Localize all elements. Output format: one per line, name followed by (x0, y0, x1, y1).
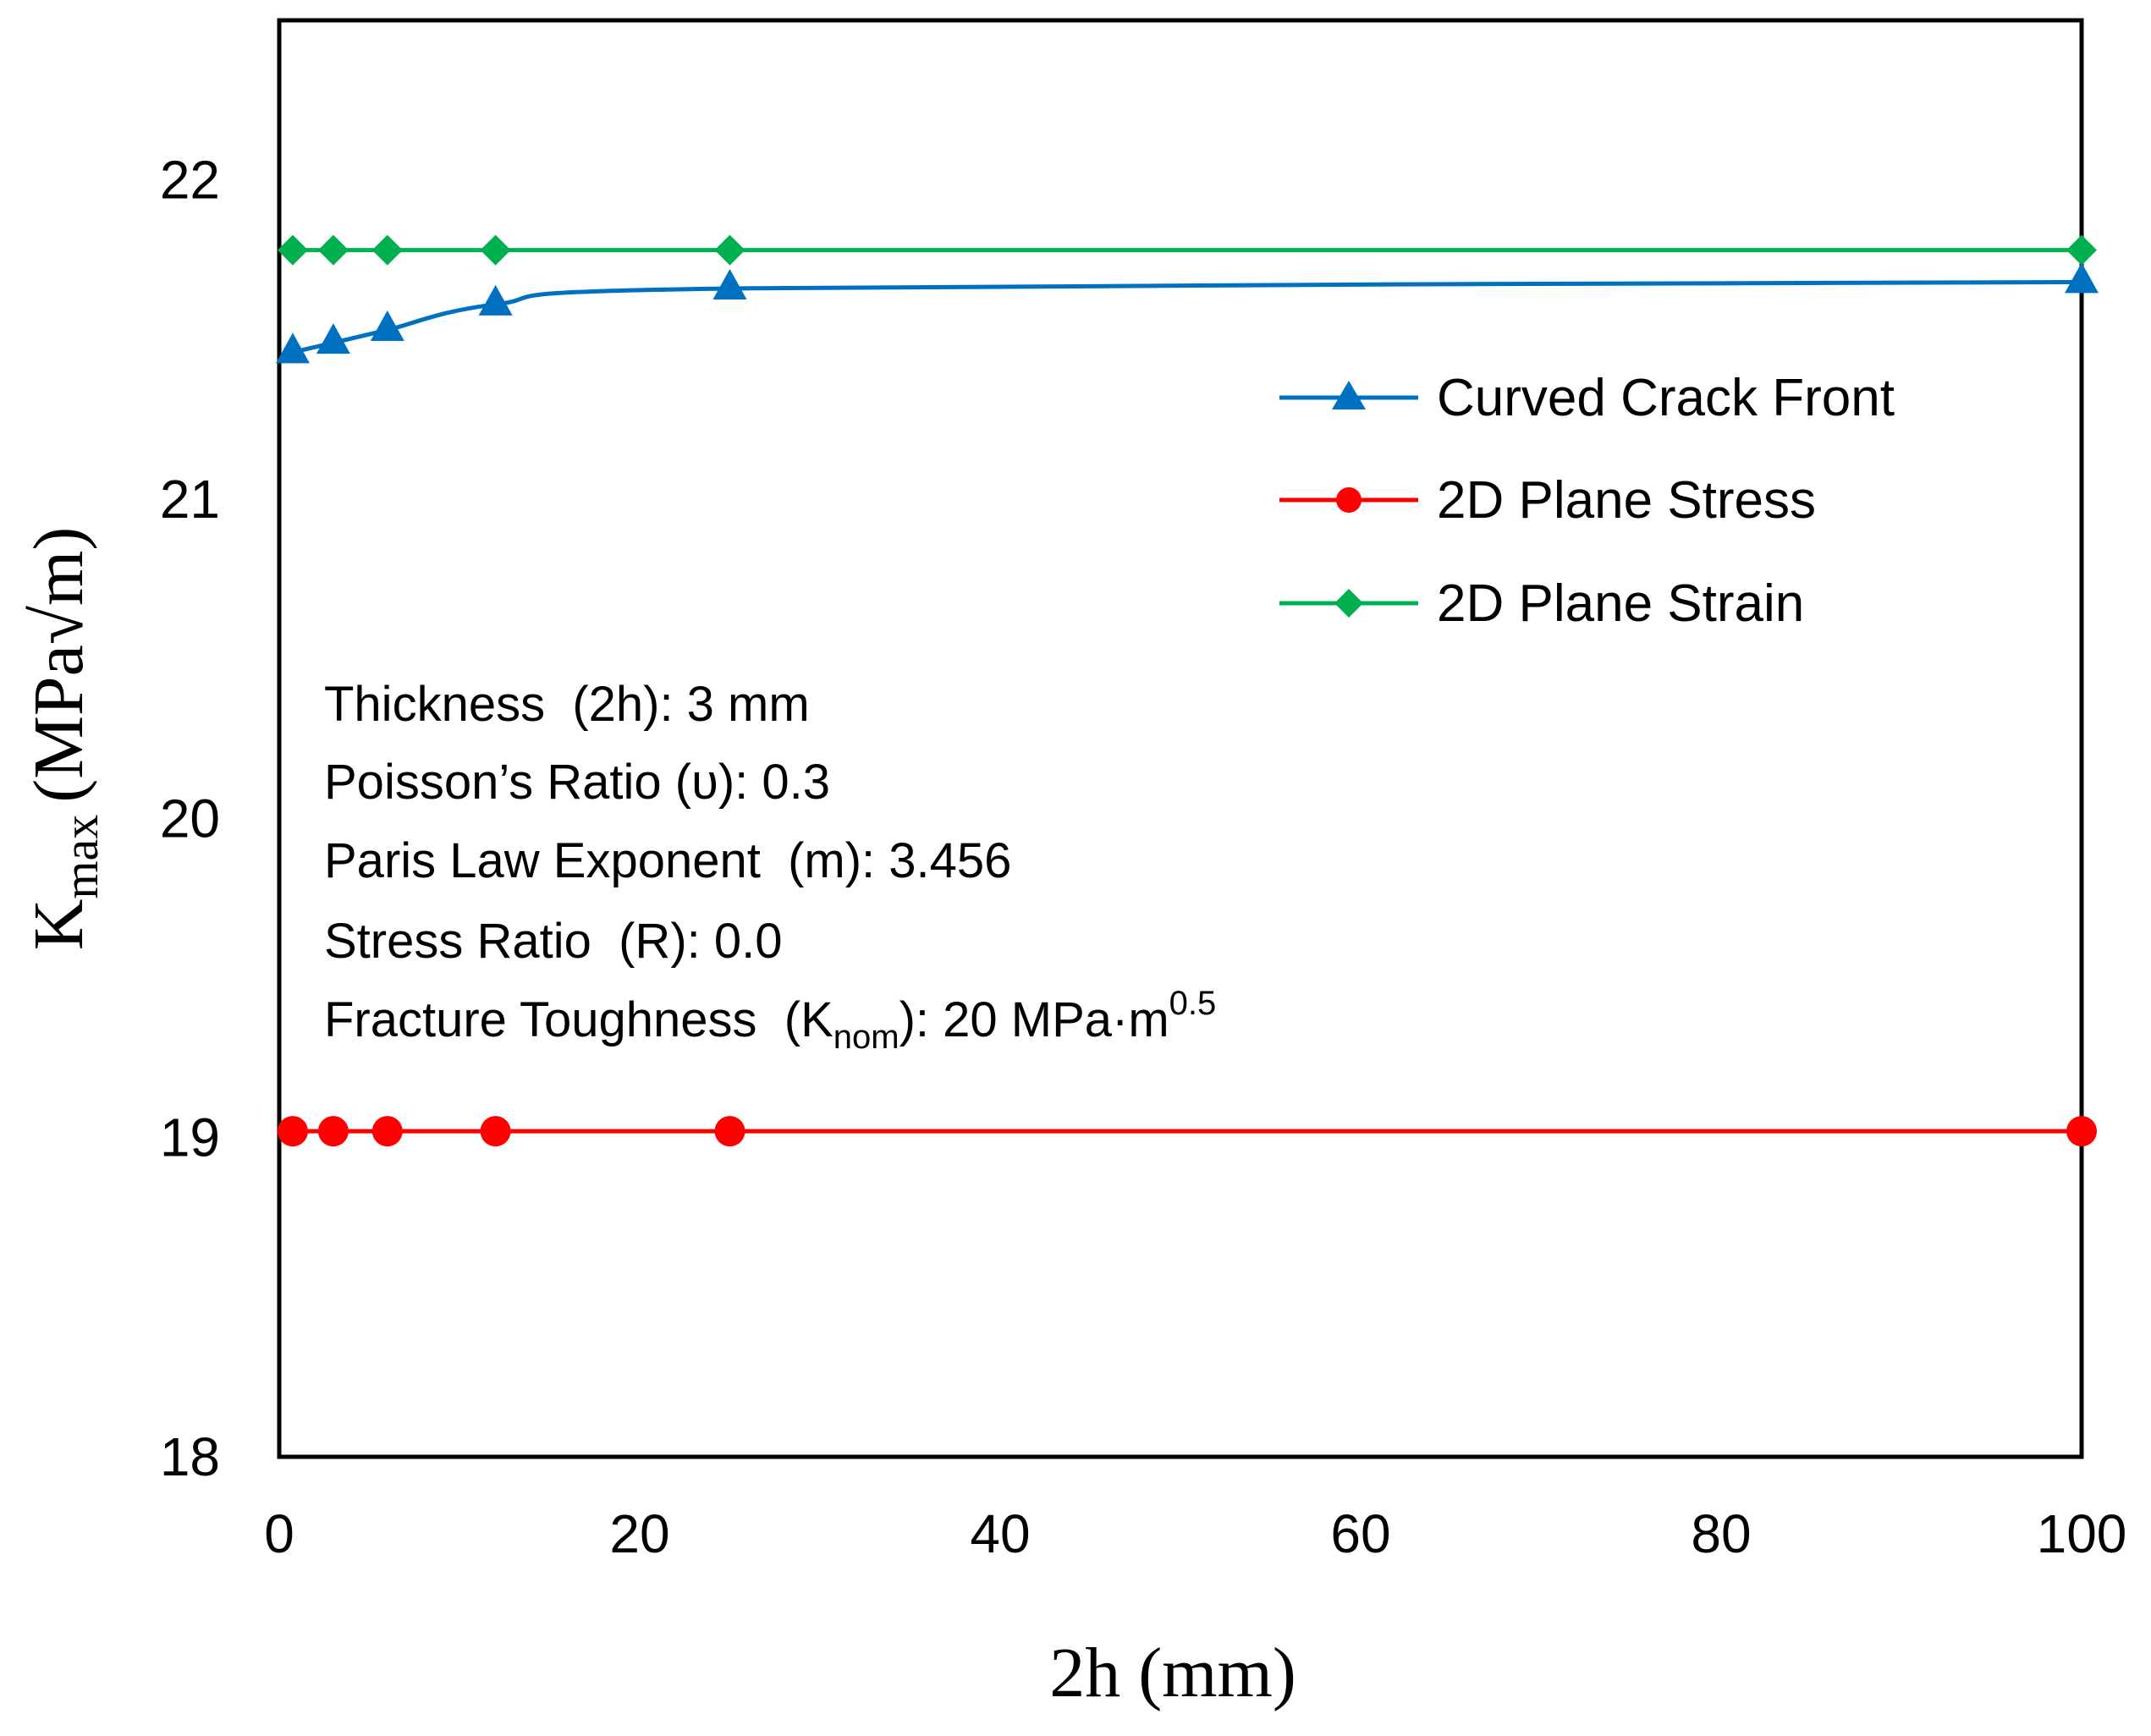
legend-marker-circle (1336, 487, 1362, 513)
data-point-2d-plane-stress (317, 1116, 349, 1147)
x-tick-label: 0 (264, 1503, 294, 1564)
legend: Curved Crack Front 2D Plane Stress 2D Pl… (1279, 369, 1895, 633)
y-axis-label-unit: (MPa√m) (19, 527, 98, 803)
annotation-fracture-toughness-mid: ): 20 MPa·m (899, 992, 1169, 1047)
data-point-2d-plane-strain (2066, 234, 2097, 266)
y-axis-label-base: K (19, 899, 98, 951)
x-tick-label: 100 (2037, 1503, 2127, 1564)
data-point-2d-plane-stress (2066, 1116, 2097, 1147)
x-axis-label: 2h (mm) (1049, 1634, 1296, 1712)
x-tick-label: 20 (609, 1503, 669, 1564)
legend-marker-triangle (1332, 381, 1366, 409)
annotation-fracture-toughness: Fracture Toughness (Knom): 20 MPa·m0.5 (324, 985, 1216, 1056)
y-axis-label: Kmax (MPa√m) (19, 527, 108, 951)
data-point-curved-crack-front (370, 310, 404, 342)
legend-entry-2d-plane-stress: 2D Plane Stress (1279, 471, 1816, 530)
data-point-2d-plane-stress (371, 1116, 403, 1147)
annotation-stress-ratio: Stress Ratio (R): 0.0 (324, 914, 782, 969)
legend-label-2d-plane-stress: 2D Plane Stress (1437, 471, 1816, 530)
data-point-curved-crack-front (2065, 262, 2099, 294)
data-point-curved-crack-front (712, 268, 747, 299)
data-point-2d-plane-stress (480, 1116, 511, 1147)
series-layer (275, 234, 2099, 1147)
y-tick-label: 20 (160, 788, 220, 849)
data-point-2d-plane-stress (277, 1116, 308, 1147)
y-tick-label: 19 (160, 1107, 220, 1168)
x-tick-label: 40 (970, 1503, 1030, 1564)
legend-entry-curved-crack-front: Curved Crack Front (1279, 369, 1895, 427)
legend-marker-diamond (1334, 589, 1363, 618)
plot-area-frame (277, 18, 2084, 1459)
y-axis-label-subscript: max (53, 815, 108, 899)
annotation-fracture-toughness-main: Fracture Toughness (K (324, 992, 833, 1047)
series-line-curved-crack-front (292, 279, 2082, 354)
y-tick-label: 21 (160, 469, 220, 530)
annotation-paris-law-exponent: Paris Law Exponent (m): 3.456 (324, 833, 1011, 888)
legend-label-2d-plane-strain: 2D Plane Strain (1437, 574, 1804, 633)
data-point-2d-plane-strain (317, 234, 349, 266)
data-point-2d-plane-strain (480, 234, 511, 266)
data-point-2d-plane-strain (277, 234, 308, 266)
data-point-2d-plane-strain (714, 234, 745, 266)
data-point-2d-plane-stress (714, 1116, 745, 1147)
data-point-curved-crack-front (275, 332, 310, 364)
x-tick-label: 80 (1691, 1503, 1751, 1564)
data-point-curved-crack-front (478, 284, 513, 316)
legend-label-curved-crack-front: Curved Crack Front (1437, 369, 1895, 427)
y-tick-label: 22 (160, 150, 220, 211)
annotation-fracture-toughness-sub: nom (833, 1019, 899, 1056)
ticks-layer: 0 20 40 60 80 100 18 19 20 21 22 (160, 150, 2127, 1564)
data-point-2d-plane-strain (371, 234, 403, 266)
parameter-annotations: Thickness (2h): 3 mm Poisson’s Ratio (υ)… (324, 677, 1216, 1056)
x-tick-label: 60 (1330, 1503, 1390, 1564)
annotation-fracture-toughness-sup: 0.5 (1169, 985, 1217, 1022)
y-tick-label: 18 (160, 1426, 220, 1487)
data-point-curved-crack-front (316, 323, 350, 354)
annotation-thickness: Thickness (2h): 3 mm (324, 677, 810, 732)
legend-entry-2d-plane-strain: 2D Plane Strain (1279, 574, 1804, 633)
annotation-poisson-ratio: Poisson’s Ratio (υ): 0.3 (324, 755, 830, 810)
